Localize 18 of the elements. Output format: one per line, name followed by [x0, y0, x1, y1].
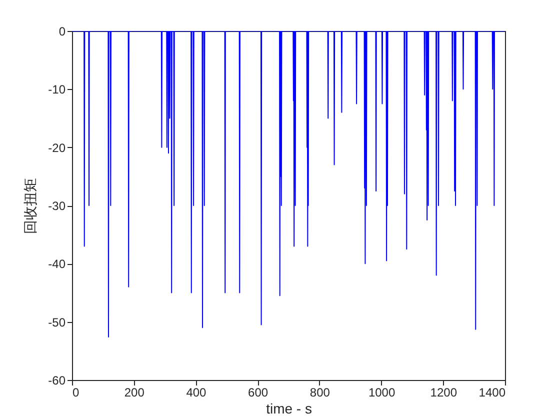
y-tick-label: -60 [48, 374, 66, 388]
x-tick-label: 0 [72, 386, 80, 400]
x-tick-label: 200 [124, 386, 145, 400]
y-tick-label: -20 [48, 140, 66, 155]
y-axis-title: 回收扭矩 [22, 178, 38, 234]
x-tick-label: 1400 [478, 386, 506, 400]
y-tick-label: -10 [48, 82, 66, 97]
y-tick-label: -30 [48, 199, 66, 213]
x-tick-label: 1000 [368, 386, 396, 400]
x-tick-label: 400 [186, 386, 207, 400]
y-tick-label: -40 [48, 257, 66, 272]
y-tick-label: 0 [58, 24, 66, 38]
x-tick-label: 600 [248, 386, 268, 400]
y-tick-label: -50 [48, 315, 66, 330]
x-tick-label: 800 [310, 386, 330, 400]
x-axis-title: time - s [266, 400, 312, 416]
x-tick-label: 1200 [430, 386, 458, 400]
line-series [72, 31, 505, 338]
